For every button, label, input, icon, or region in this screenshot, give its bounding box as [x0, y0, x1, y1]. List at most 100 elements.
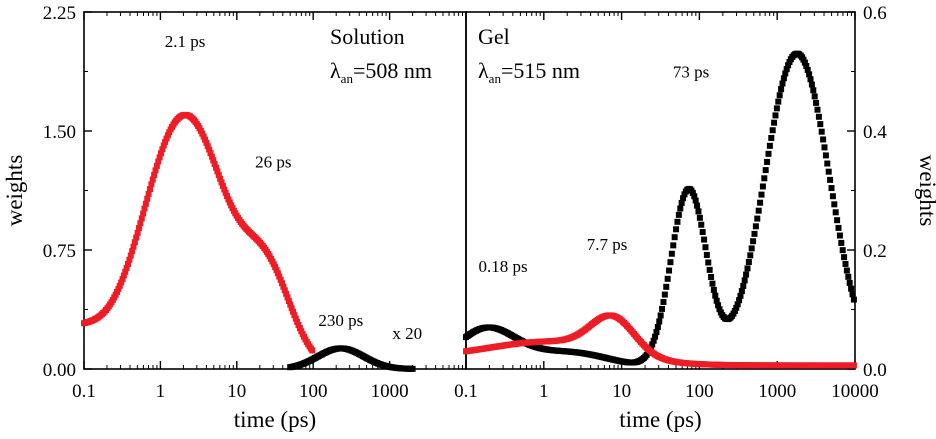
data-point	[715, 302, 722, 309]
data-point	[708, 273, 715, 280]
data-point	[211, 160, 218, 167]
data-point	[163, 135, 170, 142]
data-point	[773, 105, 780, 112]
x-tick-label: 10	[227, 381, 246, 402]
data-point	[845, 273, 852, 280]
data-point	[650, 337, 657, 344]
data-point	[680, 195, 687, 202]
data-point	[133, 234, 140, 241]
series-solution	[81, 111, 416, 372]
data-point	[122, 268, 129, 275]
data-point	[768, 134, 775, 141]
data-point	[814, 106, 821, 113]
data-point	[130, 243, 137, 250]
data-point	[160, 142, 167, 149]
data-point	[279, 280, 286, 287]
data-point	[759, 183, 766, 190]
x-axis-title-gel: time (ps)	[619, 407, 701, 432]
data-point	[841, 254, 848, 261]
x-tick-label: 0.1	[72, 381, 96, 402]
data-point	[119, 276, 126, 283]
data-point	[159, 146, 166, 153]
data-point	[277, 276, 284, 283]
annotations-solution: 2.1 ps 26 ps 230 ps x 20	[165, 32, 422, 343]
data-point	[678, 199, 685, 206]
data-point	[290, 308, 297, 315]
data-point	[668, 250, 675, 257]
x-tick-label: 10000	[831, 381, 879, 402]
data-point	[292, 315, 299, 322]
data-point	[776, 92, 783, 99]
data-point	[221, 186, 228, 193]
lambda-label-gel: λan=515 nm	[478, 58, 580, 86]
peak-annotation: 230 ps	[318, 311, 363, 330]
data-point	[148, 181, 155, 188]
data-point	[652, 333, 659, 340]
y-axis-title-right: weights	[915, 155, 936, 227]
data-point	[136, 225, 143, 232]
data-point	[834, 217, 841, 224]
data-point	[808, 81, 815, 88]
data-point	[766, 142, 773, 149]
lambda-subscript: an	[341, 71, 354, 86]
data-point	[692, 197, 699, 204]
data-point	[701, 236, 708, 243]
data-point	[762, 167, 769, 174]
data-point	[751, 230, 758, 237]
data-point	[817, 121, 824, 128]
data-point	[710, 286, 717, 293]
data-point	[152, 167, 159, 174]
x-tick-label: 1	[156, 381, 166, 402]
data-point	[836, 232, 843, 239]
data-point	[712, 292, 719, 299]
data-point	[283, 290, 290, 297]
data-point	[804, 66, 811, 73]
data-point	[214, 168, 221, 175]
x-tick-label: 1000	[371, 381, 409, 402]
x-tick-label: 1	[539, 381, 549, 402]
lambda-subscript: an	[489, 71, 502, 86]
data-point	[738, 288, 745, 295]
data-point	[778, 86, 785, 93]
data-point	[144, 195, 151, 202]
data-point	[709, 280, 716, 287]
data-point	[208, 153, 215, 160]
data-point	[848, 285, 855, 292]
data-point	[703, 251, 710, 258]
data-point	[660, 298, 667, 305]
data-point	[734, 301, 741, 308]
data-point	[825, 168, 832, 175]
data-point	[806, 71, 813, 78]
data-point	[200, 133, 207, 140]
data-point	[164, 132, 171, 139]
data-point	[219, 182, 226, 189]
data-point	[754, 215, 761, 222]
y-tick-label: 0.6	[863, 3, 887, 24]
data-point	[737, 292, 744, 299]
data-point	[210, 157, 217, 164]
data-point	[218, 179, 225, 186]
data-point	[698, 221, 705, 228]
data-point	[699, 229, 706, 236]
data-point	[782, 70, 789, 77]
data-point	[757, 199, 764, 206]
data-point	[137, 220, 144, 227]
data-point	[155, 158, 162, 165]
peak-annotation: 0.18 ps	[479, 257, 528, 276]
peak-annotation: x 20	[392, 324, 422, 343]
data-point	[285, 298, 292, 305]
data-point	[222, 189, 229, 196]
data-point	[705, 259, 712, 266]
data-point	[664, 275, 671, 282]
data-point	[274, 270, 281, 277]
y-tick-label: 0.75	[43, 241, 76, 262]
data-point	[828, 185, 835, 192]
data-point	[761, 175, 768, 182]
data-point	[779, 80, 786, 87]
data-point	[696, 214, 703, 221]
data-point	[215, 172, 222, 179]
data-point	[671, 234, 678, 241]
